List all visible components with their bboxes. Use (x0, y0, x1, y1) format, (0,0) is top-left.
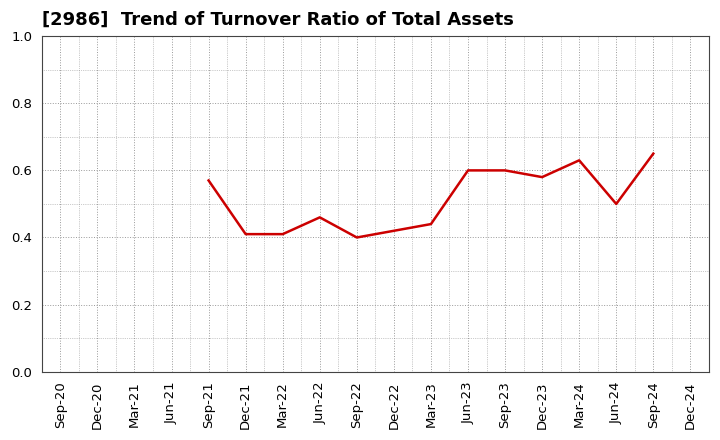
Text: [2986]  Trend of Turnover Ratio of Total Assets: [2986] Trend of Turnover Ratio of Total … (42, 11, 513, 29)
